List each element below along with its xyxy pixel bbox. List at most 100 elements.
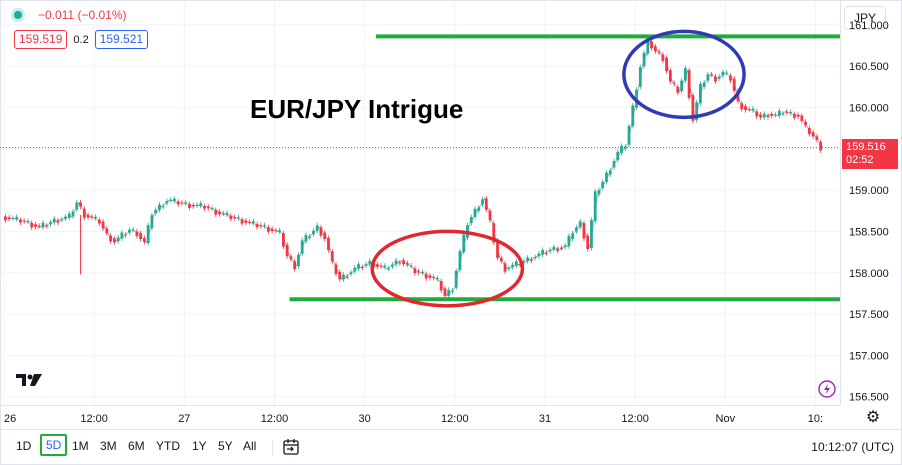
candle-body (4, 216, 7, 221)
candle-body (578, 221, 582, 228)
candle-body (67, 213, 71, 218)
candle-body (744, 106, 747, 111)
range-button-1m[interactable]: 1M (72, 439, 89, 453)
candle-body (210, 207, 214, 209)
candle-body (612, 161, 616, 168)
tradingview-logo-icon[interactable] (16, 374, 42, 386)
range-button-all[interactable]: All (243, 439, 257, 453)
candle-body (49, 222, 52, 224)
candle-body (650, 41, 653, 49)
candle-body (755, 111, 759, 117)
candle-body (120, 232, 124, 239)
time-tick-label: 10: (808, 413, 823, 425)
range-button-3m[interactable]: 3M (100, 439, 117, 453)
candle-body (556, 248, 560, 251)
candle-body (781, 113, 785, 115)
price-axis[interactable]: JPY 161.000 160.500 160.000 159.000 158.500 1… (840, 0, 902, 405)
candle-body (439, 281, 443, 291)
candle-body (173, 198, 176, 201)
candle-body (421, 272, 424, 274)
candle-body (499, 257, 503, 262)
candle-body (345, 276, 349, 278)
candle-body (668, 70, 672, 82)
candle-body (507, 268, 511, 270)
candle-body (657, 51, 661, 53)
candle-body (815, 136, 819, 140)
candle-body (11, 218, 15, 220)
price-tick-label: 158.000 (849, 268, 889, 280)
range-button-5d[interactable]: 5D (40, 434, 68, 456)
candle-body (582, 223, 586, 239)
candle-body (454, 270, 458, 288)
candle-body (762, 113, 766, 118)
candle-body (357, 264, 360, 269)
goto-date-icon[interactable] (282, 438, 300, 456)
settings-gear-icon[interactable]: ⚙ (865, 409, 881, 426)
candle-body (22, 220, 26, 222)
red-circle-annotation (370, 229, 525, 308)
candle-body (86, 214, 90, 218)
price-tick-label: 160.500 (849, 61, 889, 73)
range-button-5y[interactable]: 5Y (218, 439, 233, 453)
candle-body (390, 264, 394, 267)
candle-body (60, 219, 64, 221)
candle-body (469, 216, 473, 224)
candle-body (586, 235, 590, 249)
candle-body (605, 172, 608, 182)
candle-body (195, 204, 199, 206)
candle-body (800, 115, 804, 121)
candle-body (255, 224, 259, 228)
time-tick-label: 26 (4, 413, 16, 425)
candle-body (443, 288, 447, 296)
time-tick-label: 12:00 (80, 413, 108, 425)
candle-body (661, 54, 665, 61)
time-tick-label: 12:00 (441, 413, 469, 425)
candle-body (199, 203, 203, 206)
candle-body (37, 225, 41, 227)
price-tick-label: 157.500 (849, 309, 889, 321)
range-button-1y[interactable]: 1Y (192, 439, 207, 453)
current-price-value: 159.516 (846, 141, 886, 154)
time-tick-label: 31 (539, 413, 551, 425)
candle-body (319, 227, 323, 236)
candle-body (176, 201, 180, 205)
utc-time[interactable]: 10:12:07 (UTC) (811, 440, 894, 454)
currency-button[interactable]: JPY (844, 6, 886, 30)
time-tick-label: 27 (178, 413, 190, 425)
price-chart-plot[interactable]: EUR/JPY Intrigue (0, 0, 840, 405)
candle-body (266, 227, 270, 232)
sell-price-button[interactable]: 159.519 (14, 30, 68, 49)
range-button-1d[interactable]: 1D (16, 439, 32, 453)
candle-body (105, 228, 109, 234)
candle-body (593, 191, 597, 222)
candle-body (747, 109, 751, 111)
time-axis[interactable]: 26 12:00 27 12:00 30 12:00 31 12:00 Nov 10: (0, 405, 840, 429)
candle-body (544, 252, 548, 254)
candle-body (699, 83, 702, 104)
candle-body (481, 199, 484, 205)
candle-body (672, 82, 676, 84)
candle-body (218, 211, 221, 215)
flag-event-icon[interactable] (818, 380, 836, 398)
candle-body (349, 272, 353, 274)
candle-body (691, 95, 695, 121)
price-tick-label: 159.000 (849, 185, 889, 197)
time-axis-labels: 26 12:00 27 12:00 30 12:00 31 12:00 Nov 10: (4, 413, 823, 425)
candle-body (375, 264, 379, 267)
candle-body (206, 206, 210, 209)
range-button-ytd[interactable]: YTD (156, 439, 180, 453)
candle-body (240, 219, 244, 224)
candle-body (251, 221, 255, 224)
candle-body (398, 262, 402, 264)
candle-body (819, 141, 823, 151)
buy-price-button[interactable]: 159.521 (94, 30, 149, 49)
candle-body (804, 121, 807, 126)
candle-body (259, 225, 263, 227)
candle-body (203, 206, 206, 209)
time-tick-label: 30 (359, 413, 371, 425)
candle-body (665, 57, 668, 72)
candle-body (462, 234, 466, 253)
candle-body (428, 275, 432, 278)
candle-body (777, 110, 781, 116)
range-button-6m[interactable]: 6M (128, 439, 145, 453)
